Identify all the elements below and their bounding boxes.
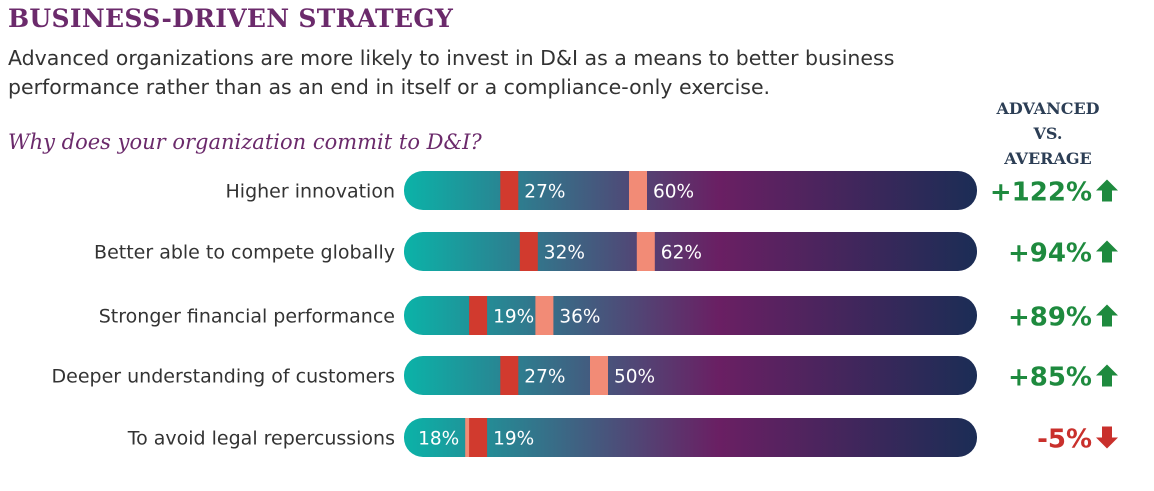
advanced-value-label: 36%: [559, 307, 600, 328]
bar-track: [404, 232, 977, 271]
advanced-value-label: 62%: [661, 243, 702, 264]
column-header: ADVANCED VS. AVERAGE: [988, 96, 1108, 171]
column-header-line: VS.: [1033, 124, 1063, 143]
arrow-up-icon: [1096, 179, 1118, 202]
average-marker: [469, 296, 488, 335]
average-value-label: 32%: [544, 243, 585, 264]
average-marker: [500, 171, 519, 210]
advanced-value-label: 18%: [418, 429, 459, 450]
average-value-label: 27%: [524, 182, 565, 203]
difference-label: +122%: [990, 178, 1092, 208]
advanced-marker: [590, 356, 608, 395]
advanced-value-label: 50%: [614, 367, 655, 388]
category-label: Deeper understanding of customers: [52, 366, 396, 388]
average-marker: [469, 418, 488, 457]
bar-track: [404, 418, 977, 457]
average-marker: [500, 356, 519, 395]
average-value-label: 27%: [524, 367, 565, 388]
category-label: Better able to compete globally: [94, 242, 395, 264]
difference-label: +89%: [1008, 303, 1092, 333]
column-header-line: AVERAGE: [1004, 149, 1092, 168]
average-value-label: 19%: [493, 429, 534, 450]
average-marker: [519, 232, 538, 271]
category-label: Higher innovation: [226, 181, 395, 203]
arrow-down-icon: [1096, 426, 1118, 449]
advanced-value-label: 60%: [653, 182, 694, 203]
arrow-up-icon: [1096, 240, 1118, 263]
column-header-line: ADVANCED: [996, 99, 1100, 118]
category-label: To avoid legal repercussions: [127, 428, 395, 450]
bar-track: [404, 356, 977, 395]
chart-subtitle: Advanced organizations are more likely t…: [8, 46, 895, 99]
advanced-marker: [636, 232, 655, 271]
bar-track: [404, 296, 977, 335]
arrow-up-icon: [1096, 364, 1118, 387]
advanced-marker: [629, 171, 647, 210]
difference-label: -5%: [1037, 425, 1092, 455]
difference-label: +85%: [1008, 363, 1092, 393]
survey-question: Why does your organization commit to D&I…: [8, 130, 482, 154]
chart-title: BUSINESS-DRIVEN STRATEGY: [8, 4, 454, 33]
advanced-marker: [535, 296, 554, 335]
arrow-up-icon: [1096, 304, 1118, 327]
average-value-label: 19%: [493, 307, 534, 328]
category-label: Stronger financial performance: [99, 306, 395, 328]
difference-label: +94%: [1008, 239, 1092, 269]
bar-track: [404, 171, 977, 210]
